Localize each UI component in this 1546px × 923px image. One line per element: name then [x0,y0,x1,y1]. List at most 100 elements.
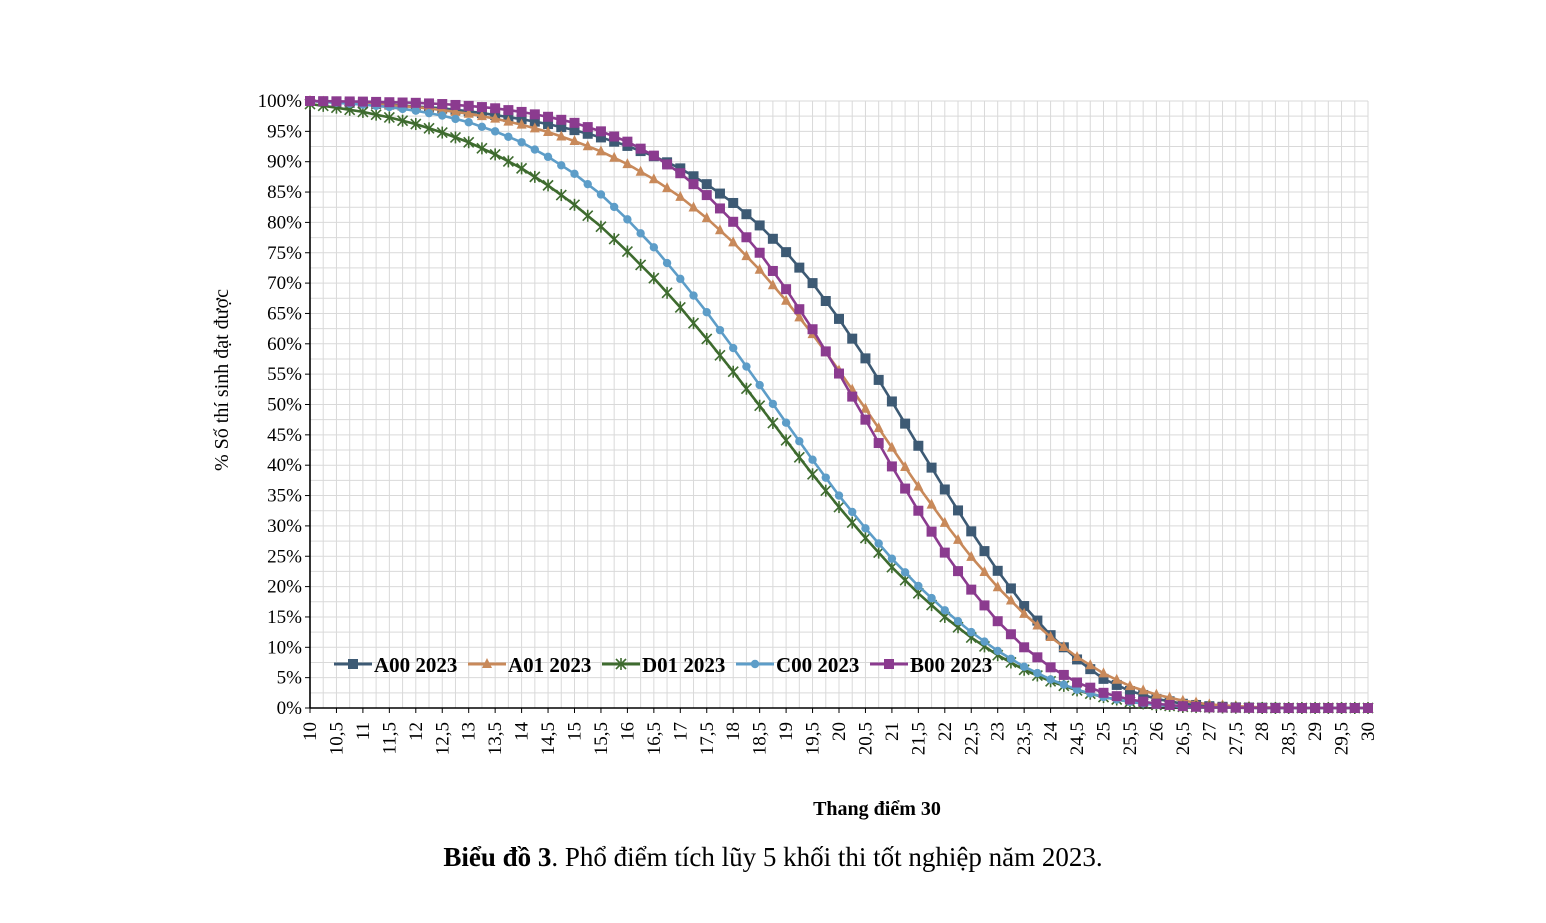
data-point-a01-2023 [556,130,567,141]
data-point-b00-2023 [1151,698,1162,709]
data-point-a01-2023 [966,550,977,561]
data-point-a01-2023 [543,125,554,136]
y-tick-label: 40% [267,455,302,476]
data-point-d01-2023 [423,122,435,135]
legend-label: B00 2023 [910,653,992,677]
data-point-c00-2023 [451,114,460,124]
x-tick-label: 10,5 [326,722,347,755]
x-tick-label: 10 [300,722,321,741]
y-tick-label: 70% [267,273,302,294]
data-point-c00-2023 [927,593,936,603]
data-point-d01-2023 [806,468,819,481]
data-point-b00-2023 [662,159,673,170]
data-point-a01-2023 [767,279,778,290]
y-axis-tick-labels: 0% 5% 10% 15% 20% 25% 30% 35% 40% 45% 50% 55% 60% 65%… [258,91,310,719]
data-point-b00-2023 [1019,642,1030,653]
data-point-b00-2023 [1270,703,1281,713]
data-point-b00-2023 [609,131,620,142]
legend-label: C00 2023 [776,653,859,677]
x-tick-label: 20,5 [855,722,876,755]
data-point-a01-2023 [886,441,897,452]
data-point-b00-2023 [1005,629,1016,640]
data-point-b00-2023 [1323,703,1334,713]
data-point-b00-2023 [476,102,487,113]
data-point-c00-2023 [1019,662,1029,671]
data-point-b00-2023 [490,103,501,114]
legend-swatch-marker [750,659,760,669]
x-tick-label: 20 [829,722,850,741]
data-point-c00-2023 [662,258,672,268]
data-point-a00-2023 [1019,601,1030,612]
data-point-b00-2023 [437,99,448,110]
x-tick-label: 27 [1199,722,1220,741]
data-point-c00-2023 [411,106,420,115]
data-point-a00-2023 [939,484,950,495]
data-point-a00-2023 [767,233,778,244]
data-point-b00-2023 [1230,702,1241,713]
data-point-c00-2023 [649,243,659,252]
legend-label: A00 2023 [374,653,457,677]
data-point-d01-2023 [621,245,633,258]
legend-item-b00-2023: B00 2023 [870,653,992,677]
data-point-c00-2023 [583,179,592,189]
x-tick-label: 11 [353,722,374,740]
data-point-c00-2023 [834,491,844,500]
data-point-a01-2023 [1111,673,1122,684]
data-point-b00-2023 [1045,662,1056,673]
data-point-d01-2023 [449,131,462,144]
data-point-c00-2023 [742,362,751,371]
data-point-b00-2023 [820,346,831,357]
legend-item-a01-2023: A01 2023 [468,653,591,677]
x-tick-label: 13,5 [485,722,506,755]
data-point-a01-2023 [582,140,593,151]
data-point-a00-2023 [754,220,765,231]
y-tick-label: 85% [267,182,302,203]
data-point-c00-2023 [676,274,685,284]
data-point-b00-2023 [410,97,421,108]
data-point-a01-2023 [1072,651,1083,662]
legend-item-a00-2023: A00 2023 [334,653,457,677]
x-tick-label: 22,5 [961,722,982,755]
data-point-a01-2023 [953,533,964,544]
data-point-b00-2023 [767,265,778,276]
data-point-c00-2023 [1072,685,1082,694]
data-point-a00-2023 [926,462,937,473]
data-point-a00-2023 [886,396,897,407]
data-point-a00-2023 [1111,679,1122,690]
y-tick-label: 65% [267,303,302,324]
data-point-d01-2023 [568,198,581,211]
data-point-b00-2023 [979,600,990,611]
data-point-b00-2023 [529,109,540,120]
data-point-b00-2023 [318,96,329,107]
data-point-a01-2023 [529,122,540,133]
data-point-d01-2023 [555,189,567,202]
chart-legend: A00 2023 A01 2023 D01 2023 C00 2023 B00 2023 [334,653,992,677]
data-point-a01-2023 [490,112,501,123]
data-point-c00-2023 [755,380,764,390]
data-point-d01-2023 [383,111,395,124]
data-point-c00-2023 [557,161,566,170]
data-point-d01-2023 [397,114,409,127]
data-point-b00-2023 [886,461,897,472]
data-point-b00-2023 [516,106,527,117]
y-tick-label: 90% [267,152,302,173]
data-point-d01-2023 [635,258,647,271]
data-point-b00-2023 [1217,702,1228,713]
data-point-b00-2023 [1243,702,1254,713]
x-tick-label: 22 [935,722,956,741]
data-point-a00-2023 [966,526,977,537]
data-point-a00-2023 [913,440,924,451]
data-point-a01-2023 [860,402,871,413]
x-tick-label: 25 [1094,722,1115,741]
data-point-a00-2023 [595,132,606,143]
data-point-a01-2023 [900,461,911,472]
x-tick-label: 26,5 [1173,722,1194,755]
data-point-a01-2023 [873,422,884,433]
x-tick-label: 28 [1252,722,1273,741]
y-tick-label: 0% [277,698,303,719]
data-point-b00-2023 [1177,701,1188,712]
data-point-a00-2023 [741,209,752,220]
y-tick-label: 10% [267,637,302,658]
data-point-b00-2023 [556,114,567,125]
data-point-d01-2023 [436,126,448,139]
